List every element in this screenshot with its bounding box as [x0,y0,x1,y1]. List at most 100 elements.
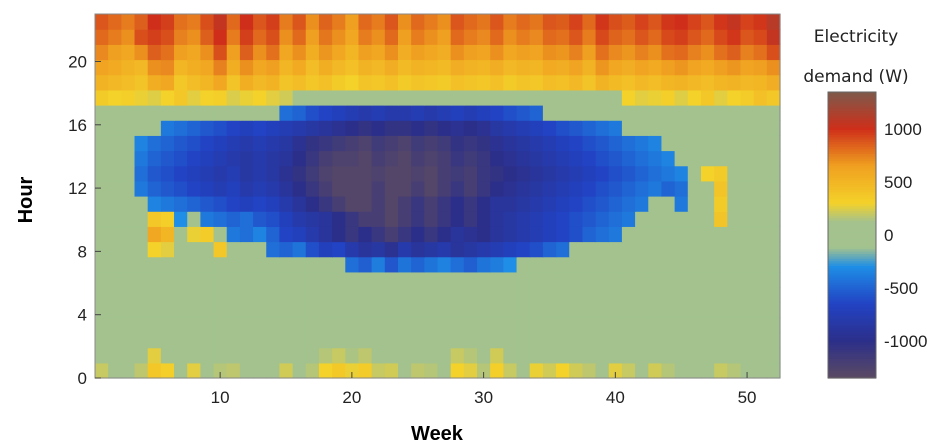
heatmap-cell [226,120,241,136]
y-tick-label: 4 [78,306,87,325]
heatmap-cell [174,347,188,364]
colorbar-segment [828,244,876,248]
heatmap-cell [569,29,583,45]
heatmap-cell [239,271,254,288]
heatmap-cell [687,347,702,364]
heatmap-cell [556,89,570,106]
heatmap-cell [621,150,636,167]
heatmap-cell [740,74,755,91]
heatmap-cell [160,271,175,288]
heatmap-cell [661,226,676,243]
heatmap-cell [384,89,399,106]
heatmap-cell [305,287,320,303]
colorbar-segment [828,201,876,205]
heatmap-cell [450,14,465,30]
heatmap-cell [384,196,399,212]
heatmap-cell [292,287,307,303]
heatmap-cell [147,241,162,258]
heatmap-cell [239,226,254,243]
heatmap-cell [108,287,122,303]
heatmap-cell [279,332,294,349]
heatmap-cell [529,150,544,167]
colorbar-segment [828,301,876,305]
heatmap-cell [490,256,504,273]
heatmap-cell [279,44,294,61]
heatmap-cell [740,59,755,76]
heatmap-cell [463,196,478,212]
heatmap-cell [187,29,201,45]
heatmap-cell [582,150,597,167]
heatmap-cell [358,105,373,121]
colorbar-segment [828,130,876,134]
heatmap-cell [318,29,333,45]
heatmap-cell [187,59,201,76]
heatmap-cell [121,59,136,76]
colorbar-segment [828,239,876,243]
heatmap-cell [371,347,386,364]
heatmap-cell [384,211,399,227]
heatmap-cell [450,256,465,273]
heatmap-cell [687,211,702,227]
heatmap-cell [239,89,254,106]
heatmap-cell [200,150,215,167]
colorbar-segment [828,327,876,331]
heatmap-cell [318,362,333,379]
colorbar-segment [828,358,876,362]
heatmap-cell [200,362,215,379]
heatmap-cell [516,120,531,136]
heatmap-cell [477,44,491,61]
heatmap-cell [740,135,755,152]
heatmap-cell [253,332,267,349]
heatmap-cell [674,226,689,243]
heatmap-cell [766,287,781,303]
heatmap-cell [569,74,583,91]
colorbar-segment [828,230,876,234]
heatmap-cell [503,226,518,243]
heatmap-cell [424,332,439,349]
heatmap-cell [621,332,636,349]
heatmap-cell [253,317,267,334]
heatmap-cell [147,29,162,45]
heatmap-cell [147,105,162,121]
heatmap-cell [411,165,425,182]
heatmap-cell [700,105,715,121]
heatmap-cell [371,362,386,379]
heatmap-cell [292,44,307,61]
heatmap-cell [318,347,333,364]
colorbar-segment [828,339,876,343]
heatmap-cell [332,180,346,197]
heatmap-cell [661,332,676,349]
heatmap-cell [582,271,597,288]
heatmap-cell [213,287,228,303]
heatmap-cell [292,135,307,152]
heatmap-cell [569,362,583,379]
heatmap-cell [582,120,597,136]
heatmap-cell [121,226,136,243]
colorbar-segment [828,363,876,367]
heatmap-cell [595,44,610,61]
heatmap-cell [766,165,781,182]
heatmap-cell [187,89,201,106]
heatmap-cell [542,332,557,349]
colorbar-segment [828,106,876,110]
heatmap-cell [332,14,346,30]
heatmap-cell [384,44,399,61]
colorbar-segment [828,246,876,250]
heatmap-cell [174,211,188,227]
heatmap-cell [174,256,188,273]
heatmap-cell [766,347,781,364]
heatmap-cell [621,180,636,197]
heatmap-cell [542,180,557,197]
colorbar-segment [828,213,876,217]
heatmap-cell [714,105,728,121]
heatmap-cell [200,74,215,91]
heatmap-cell [595,196,610,212]
heatmap-cell [463,271,478,288]
heatmap-cell [687,256,702,273]
heatmap-cell [674,59,689,76]
heatmap-cell [463,165,478,182]
heatmap-cell [424,29,439,45]
heatmap-cell [503,211,518,227]
colorbar-segment [828,92,876,95]
heatmap-cell [516,44,531,61]
